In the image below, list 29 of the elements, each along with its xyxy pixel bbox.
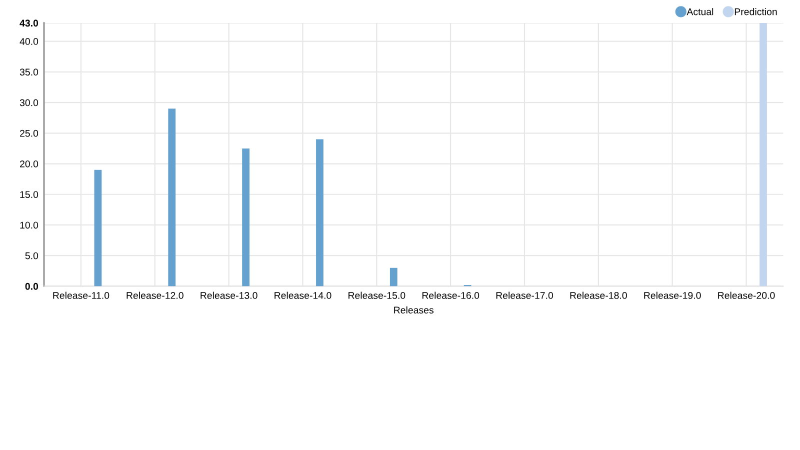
x-tick-label: Release-13.0	[200, 292, 258, 299]
y-tick-label: 30.0	[20, 99, 38, 106]
bar	[390, 268, 398, 286]
y-tick-label: 20.0	[20, 160, 38, 168]
x-tick-label: Release-17.0	[496, 292, 554, 299]
y-tick-label: 40.0	[20, 38, 38, 45]
x-tick-label: Release-15.0	[348, 292, 406, 299]
x-tick-label: Release-19.0	[644, 292, 701, 299]
x-tick-label: Release-11.0	[53, 292, 110, 299]
bar	[242, 148, 250, 286]
y-tick-label: 0.0	[25, 282, 38, 290]
y-tick-label: 25.0	[20, 130, 38, 137]
x-tick-label: Release-14.0	[274, 292, 332, 299]
legend-label: Actual	[686, 8, 714, 16]
legend-label: Prediction	[734, 8, 777, 16]
x-tick-label: Release-18.0	[570, 292, 627, 299]
bar	[316, 139, 324, 286]
x-axis-title: Releases	[394, 306, 434, 314]
y-tick-label: 10.0	[20, 222, 38, 229]
x-tick-label: Release-12.0	[126, 292, 184, 299]
bar	[168, 108, 176, 286]
y-tick-label: 35.0	[20, 68, 38, 76]
y-tick-label: 15.0	[20, 191, 38, 198]
x-tick-label: Release-16.0	[422, 292, 480, 299]
y-tick-label: 43.0	[20, 20, 38, 27]
bar	[760, 22, 767, 286]
bar	[94, 170, 102, 286]
x-tick-label: Release-20.0	[718, 292, 775, 299]
y-tick-label: 5.0	[25, 252, 38, 260]
